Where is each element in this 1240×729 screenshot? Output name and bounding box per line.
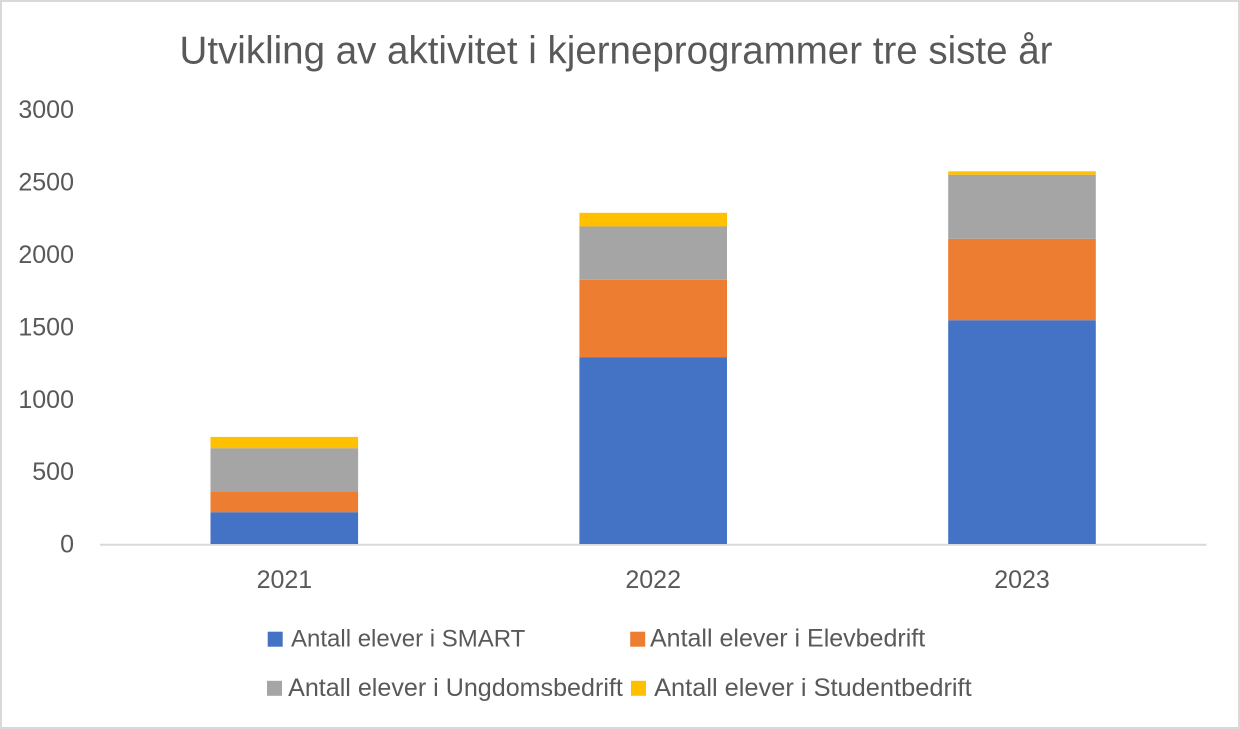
svg-text:Utvikling av aktivitet i kjern: Utvikling av aktivitet i kjerneprogramme… — [180, 30, 1053, 73]
svg-text:2500: 2500 — [18, 169, 74, 197]
svg-text:Antall elever i Studentbedrift: Antall elever i Studentbedrift — [654, 674, 972, 702]
svg-text:1500: 1500 — [18, 313, 74, 341]
svg-text:Antall elever i Ungdomsbedrift: Antall elever i Ungdomsbedrift — [288, 674, 623, 702]
svg-text:2021: 2021 — [257, 566, 313, 594]
svg-text:0: 0 — [60, 531, 74, 559]
svg-text:Antall elever i Elevbedrift: Antall elever i Elevbedrift — [650, 625, 925, 653]
svg-text:Antall elever i SMART: Antall elever i SMART — [291, 626, 526, 653]
svg-text:500: 500 — [32, 458, 74, 486]
svg-text:2000: 2000 — [18, 241, 74, 269]
svg-text:3000: 3000 — [18, 96, 74, 124]
svg-text:2022: 2022 — [625, 566, 681, 594]
svg-text:2023: 2023 — [994, 566, 1050, 594]
svg-text:1000: 1000 — [18, 386, 74, 414]
